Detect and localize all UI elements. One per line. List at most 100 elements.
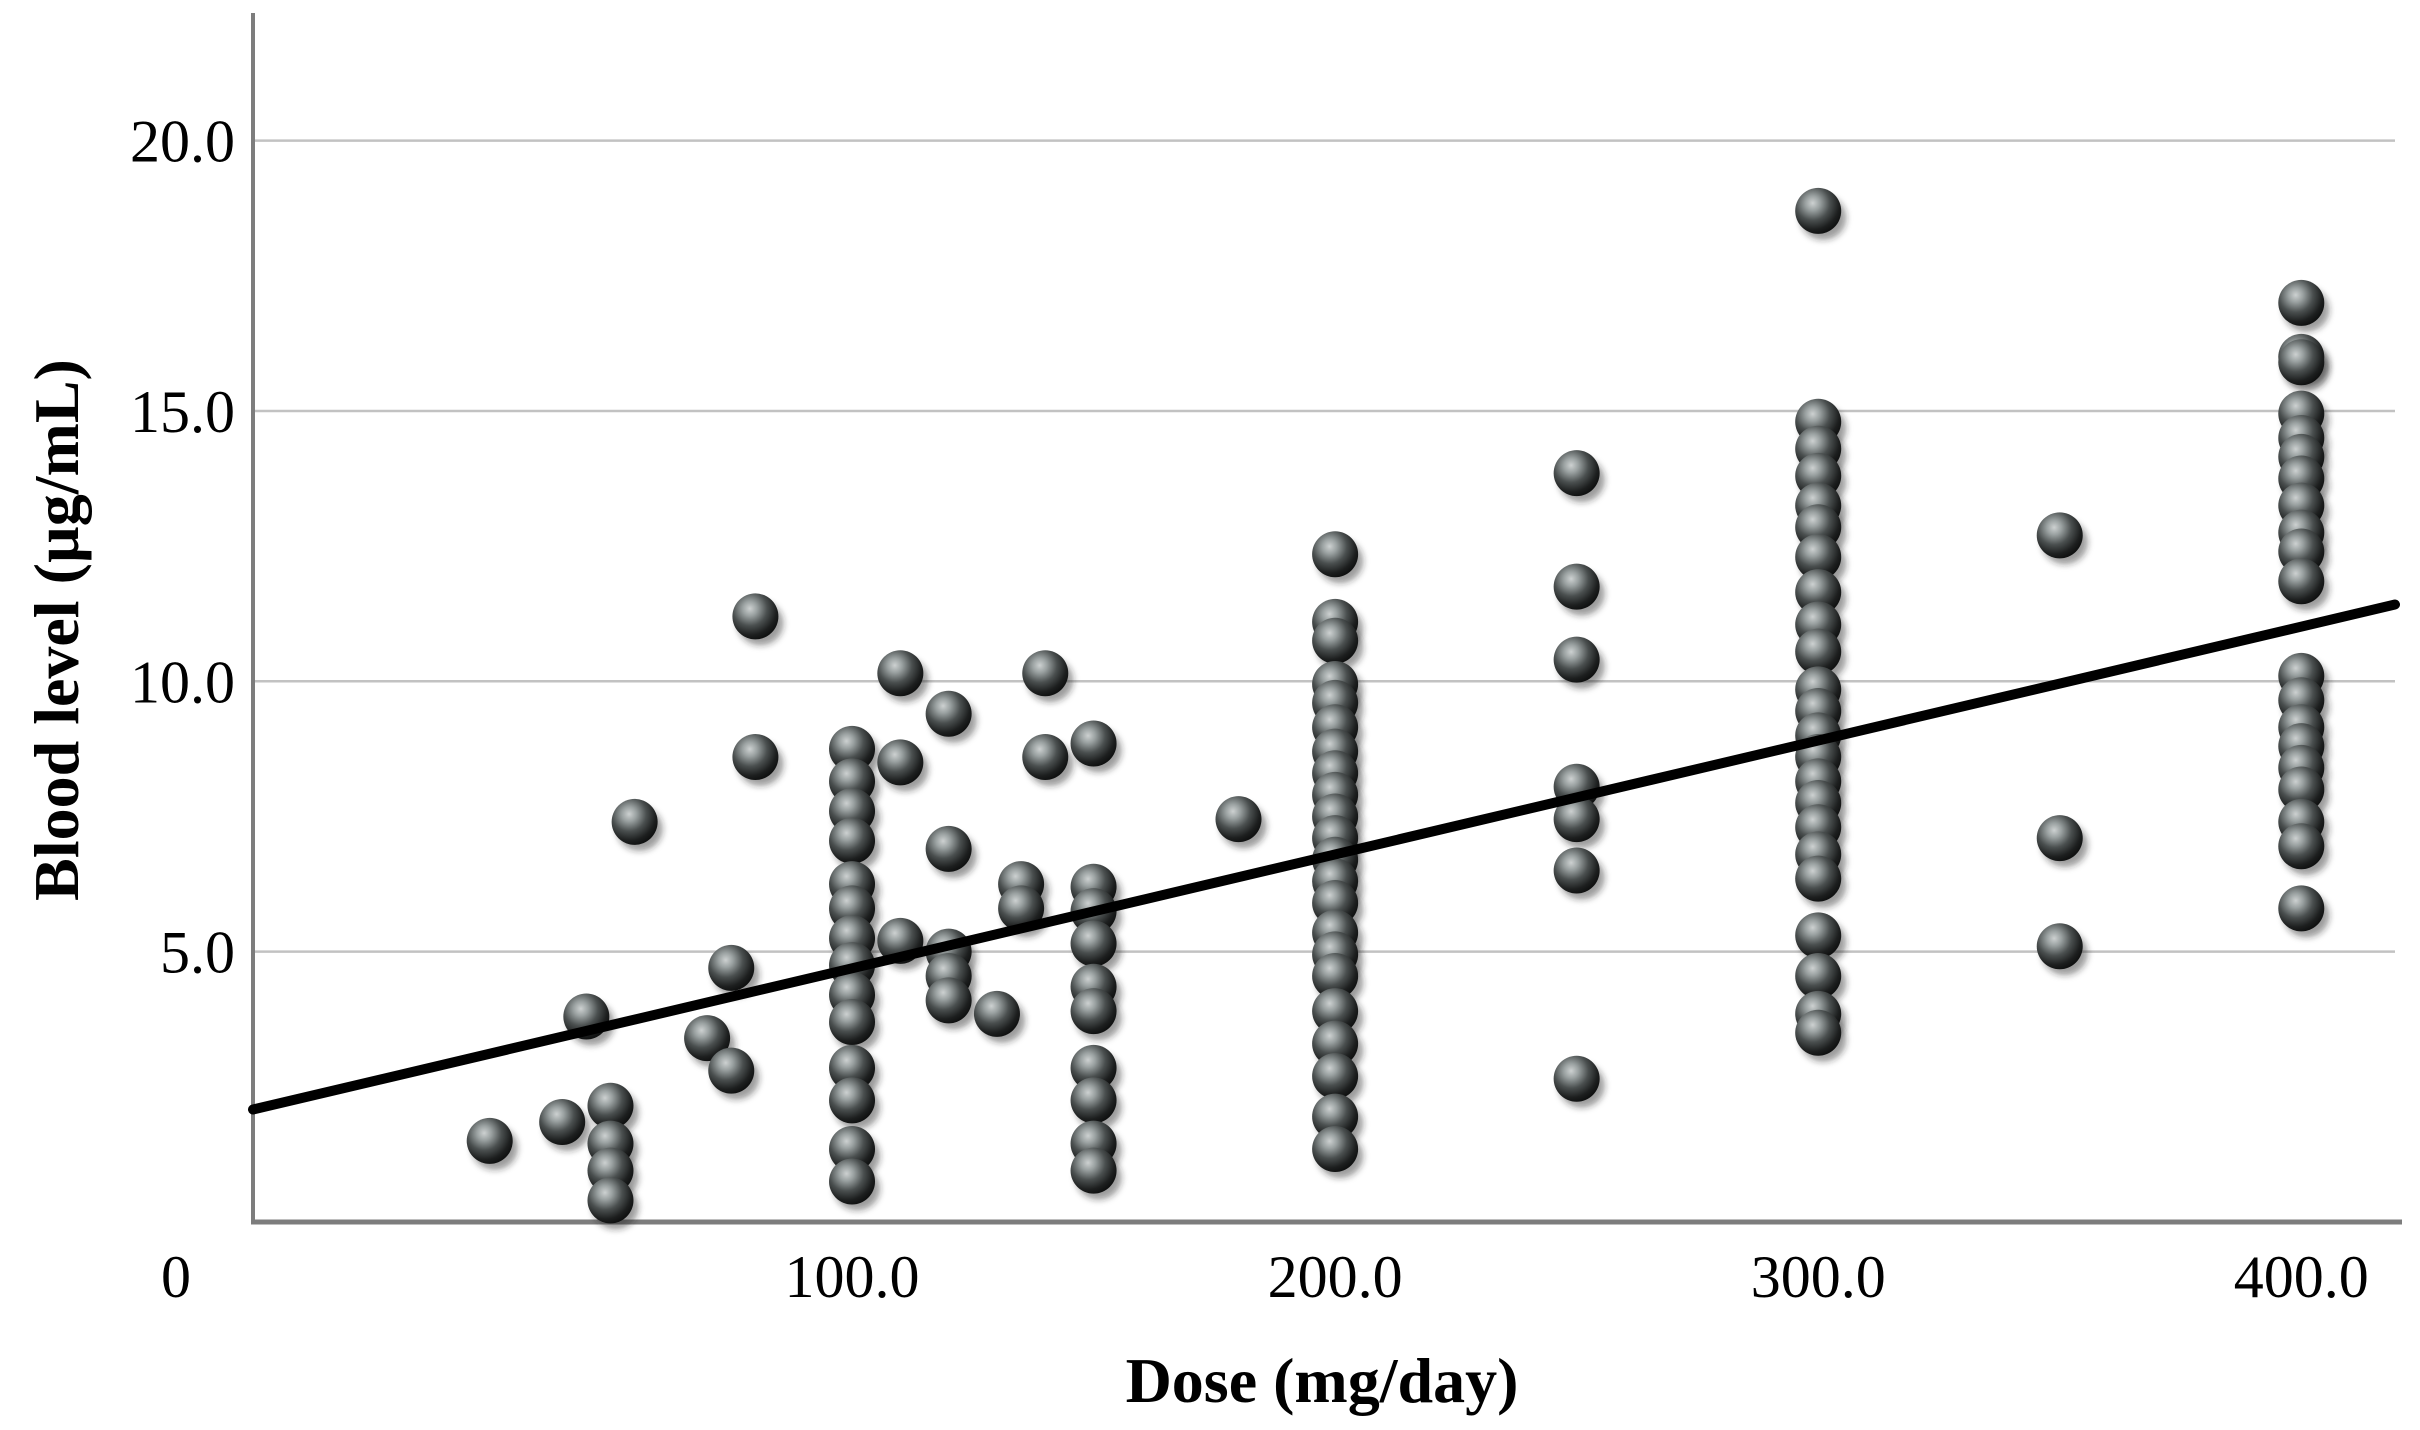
data-point-ball	[1312, 1053, 1359, 1100]
data-point-ball	[684, 1015, 731, 1062]
data-point	[1553, 847, 1605, 900]
data-point-ball	[829, 1158, 876, 1205]
data-point-ball	[1312, 1020, 1359, 1067]
data-point	[587, 1177, 639, 1230]
y-tick-labels: 5.0 10.0 15.0 20.0	[130, 109, 235, 986]
data-point	[1070, 988, 1122, 1041]
data-point-ball	[2278, 766, 2325, 813]
data-point-ball	[1553, 636, 1600, 683]
data-point	[1795, 628, 1847, 681]
data-point-ball	[587, 1177, 634, 1224]
data-point	[2278, 823, 2330, 876]
data-point-ball	[1795, 533, 1842, 580]
data-point	[2278, 885, 2330, 938]
data-point	[539, 1098, 591, 1151]
x-tick-label: 400.0	[2234, 1244, 2369, 1310]
data-point	[1553, 450, 1605, 503]
data-point	[1022, 650, 1074, 703]
data-point	[829, 817, 881, 870]
data-point	[1312, 617, 1364, 670]
data-point-ball	[2278, 339, 2325, 386]
y-axis-title: Blood level (µg/mL)	[21, 359, 92, 901]
data-point-ball	[1070, 1147, 1117, 1194]
data-point	[1553, 563, 1605, 616]
data-point	[1070, 720, 1122, 773]
x-tick-label: 100.0	[785, 1244, 920, 1310]
data-point	[1215, 796, 1267, 849]
data-point-ball	[1553, 796, 1600, 843]
regression-line	[248, 599, 2400, 1115]
data-point-ball	[611, 798, 658, 845]
data-point	[732, 734, 784, 786]
data-point	[1795, 855, 1847, 908]
data-point	[1795, 912, 1847, 965]
data-point-ball	[1070, 920, 1117, 967]
data-point-ball	[2036, 512, 2083, 559]
data-point	[1553, 1055, 1605, 1108]
data-point-ball	[829, 725, 876, 772]
data-point-ball	[587, 1082, 634, 1129]
data-point-ball	[732, 734, 779, 780]
data-point-ball	[1553, 847, 1600, 894]
data-point-ball	[1070, 988, 1117, 1035]
data-point-ball	[1070, 1077, 1117, 1124]
data-point	[1070, 1147, 1122, 1200]
data-point-ball	[1553, 450, 1600, 497]
data-point	[1553, 636, 1605, 689]
data-point-ball	[1795, 855, 1842, 902]
data-point-ball	[2036, 815, 2083, 862]
data-point-ball	[998, 885, 1045, 932]
x-tick-label: 200.0	[1268, 1244, 1403, 1310]
data-point-ball	[1795, 1009, 1842, 1056]
x-tick-label: 300.0	[1751, 1244, 1886, 1310]
data-point-ball	[1312, 952, 1359, 999]
data-point	[829, 1077, 881, 1130]
data-point-ball	[1795, 628, 1842, 675]
data-point	[1070, 1077, 1122, 1130]
data-point	[1022, 734, 1074, 786]
data-point	[1312, 531, 1364, 584]
data-point-ball	[877, 739, 924, 786]
data-point	[2278, 339, 2330, 392]
data-point-ball	[2278, 885, 2325, 932]
data-point-ball	[973, 990, 1020, 1037]
data-point	[877, 650, 929, 703]
y-tick-label: 10.0	[130, 649, 235, 715]
data-point	[829, 1158, 881, 1211]
data-point	[611, 798, 663, 851]
data-point	[1795, 1009, 1847, 1062]
data-point-ball	[1312, 1093, 1359, 1140]
data-point	[925, 690, 977, 743]
data-point-ball	[539, 1098, 586, 1145]
data-point	[973, 990, 1025, 1043]
data-point-ball	[1022, 650, 1069, 697]
data-point-ball	[708, 1047, 755, 1094]
data-point	[708, 944, 760, 997]
data-point	[466, 1117, 518, 1170]
data-point-ball	[925, 977, 972, 1024]
origin-label: 0	[161, 1244, 191, 1310]
data-point-ball	[2278, 279, 2325, 326]
data-point-ball	[829, 1126, 876, 1173]
data-point	[2278, 558, 2330, 611]
data-point-ball	[1070, 720, 1117, 767]
data-point	[708, 1047, 760, 1100]
y-tick-label: 15.0	[130, 379, 235, 445]
data-point	[1312, 1126, 1364, 1179]
data-point-ball	[708, 944, 755, 991]
data-point-ball	[1022, 734, 1069, 780]
data-point-ball	[1553, 1055, 1600, 1102]
data-point-ball	[2278, 823, 2325, 870]
data-point	[877, 739, 929, 792]
scatter-points	[466, 187, 2330, 1230]
data-point-ball	[1312, 988, 1359, 1035]
data-point	[925, 977, 977, 1030]
data-point-ball	[1795, 187, 1842, 234]
data-point-ball	[877, 650, 924, 697]
data-point-ball	[1070, 1044, 1117, 1091]
data-point-ball	[829, 998, 876, 1045]
data-point-ball	[466, 1117, 513, 1164]
data-point-ball	[829, 1044, 876, 1091]
